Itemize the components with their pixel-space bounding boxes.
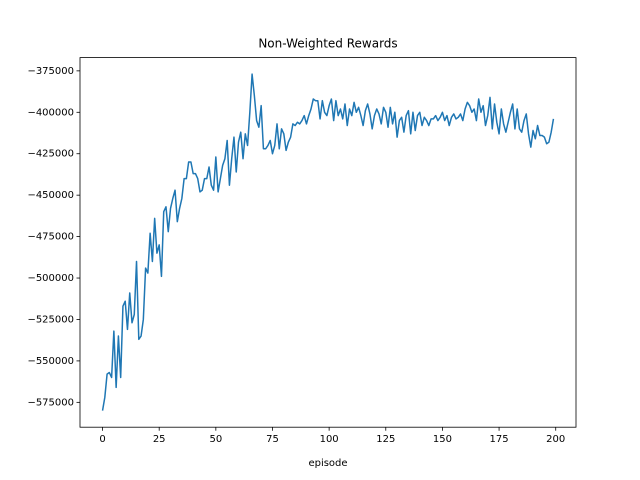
y-tick-label: −525000: [27, 314, 74, 325]
x-tick-label: 0: [99, 434, 105, 445]
x-tick-label: 75: [266, 434, 279, 445]
y-tick-label: −575000: [27, 397, 74, 408]
x-tick-label: 25: [153, 434, 166, 445]
y-tick-label: −500000: [27, 273, 74, 284]
y-tick-label: −375000: [27, 66, 74, 77]
plot-frame: [79, 57, 577, 428]
chart-title: Non-Weighted Rewards: [258, 37, 397, 51]
x-axis-label: episode: [308, 458, 347, 469]
y-tick-label: −550000: [27, 356, 74, 367]
x-tick-label: 50: [209, 434, 222, 445]
x-tick-label: 175: [490, 434, 509, 445]
y-tick-label: −425000: [27, 149, 74, 160]
y-tick-label: −400000: [27, 107, 74, 118]
y-tick-label: −450000: [27, 190, 74, 201]
x-tick-label: 200: [546, 434, 565, 445]
x-tick-label: 125: [376, 434, 395, 445]
data-line: [101, 73, 555, 411]
x-tick-label: 150: [433, 434, 452, 445]
y-tick-label: −475000: [27, 232, 74, 243]
x-tick-label: 100: [320, 434, 339, 445]
